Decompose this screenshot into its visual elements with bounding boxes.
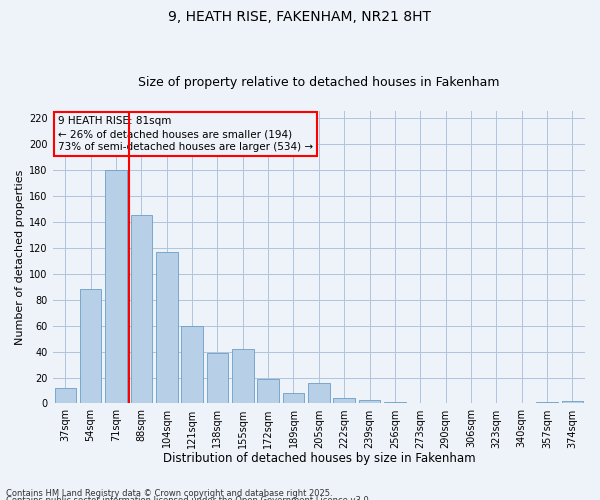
Bar xyxy=(131,216,152,404)
Bar xyxy=(105,170,127,404)
Bar xyxy=(283,393,304,404)
Bar xyxy=(257,379,279,404)
Bar xyxy=(55,388,76,404)
Bar xyxy=(206,353,228,404)
Title: Size of property relative to detached houses in Fakenham: Size of property relative to detached ho… xyxy=(138,76,500,90)
Text: Contains HM Land Registry data © Crown copyright and database right 2025.: Contains HM Land Registry data © Crown c… xyxy=(6,488,332,498)
Bar xyxy=(308,382,329,404)
Bar xyxy=(536,402,558,404)
Bar xyxy=(359,400,380,404)
Y-axis label: Number of detached properties: Number of detached properties xyxy=(15,170,25,345)
Text: Contains public sector information licensed under the Open Government Licence v3: Contains public sector information licen… xyxy=(6,496,371,500)
Bar xyxy=(80,290,101,404)
Bar xyxy=(334,398,355,404)
Bar xyxy=(156,252,178,404)
Text: 9 HEATH RISE: 81sqm
← 26% of detached houses are smaller (194)
73% of semi-detac: 9 HEATH RISE: 81sqm ← 26% of detached ho… xyxy=(58,116,313,152)
Bar xyxy=(562,401,583,404)
Bar xyxy=(384,402,406,404)
X-axis label: Distribution of detached houses by size in Fakenham: Distribution of detached houses by size … xyxy=(163,452,475,465)
Text: 9, HEATH RISE, FAKENHAM, NR21 8HT: 9, HEATH RISE, FAKENHAM, NR21 8HT xyxy=(169,10,431,24)
Bar xyxy=(232,349,254,404)
Bar xyxy=(181,326,203,404)
